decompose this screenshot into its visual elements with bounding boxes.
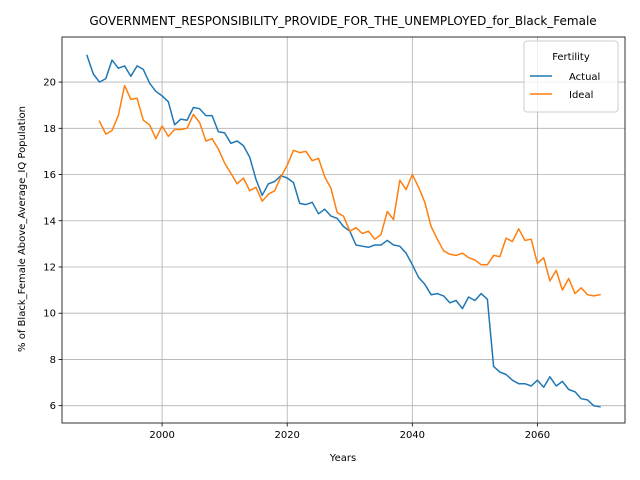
y-tick-label: 20	[43, 78, 56, 89]
legend: Fertility Actual Ideal	[523, 40, 619, 113]
series-line-ideal	[98, 84, 601, 297]
x-tick-label: 2020	[274, 430, 299, 441]
x-axis-label: Years	[329, 453, 356, 464]
y-tick-label: 14	[43, 216, 56, 227]
x-axis-ticks: 2000 2020 2040 2060	[149, 423, 550, 441]
legend-label-ideal: Ideal	[569, 90, 593, 101]
y-axis-label: % of Black_Female Above_Average_IQ Popul…	[17, 106, 28, 352]
series-line-actual	[86, 54, 601, 408]
y-axis-ticks: 6 8 10 12 14 16 18 20	[43, 78, 62, 412]
plot-lines	[86, 54, 601, 408]
legend-label-actual: Actual	[569, 72, 600, 83]
y-tick-label: 16	[43, 170, 56, 181]
legend-items: Actual Ideal	[530, 72, 600, 101]
plot-frame	[61, 36, 626, 424]
y-tick-label: 6	[50, 401, 56, 412]
grid-lines	[62, 37, 625, 423]
y-tick-label: 18	[43, 124, 56, 135]
x-tick-label: 2000	[149, 430, 174, 441]
x-tick-label: 2060	[525, 430, 550, 441]
legend-title: Fertility	[552, 52, 590, 63]
chart-title: GOVERNMENT_RESPONSIBILITY_PROVIDE_FOR_TH…	[89, 14, 596, 28]
y-tick-label: 8	[50, 355, 56, 366]
y-tick-label: 10	[43, 309, 56, 320]
y-tick-label: 12	[43, 262, 56, 273]
x-tick-label: 2040	[400, 430, 425, 441]
